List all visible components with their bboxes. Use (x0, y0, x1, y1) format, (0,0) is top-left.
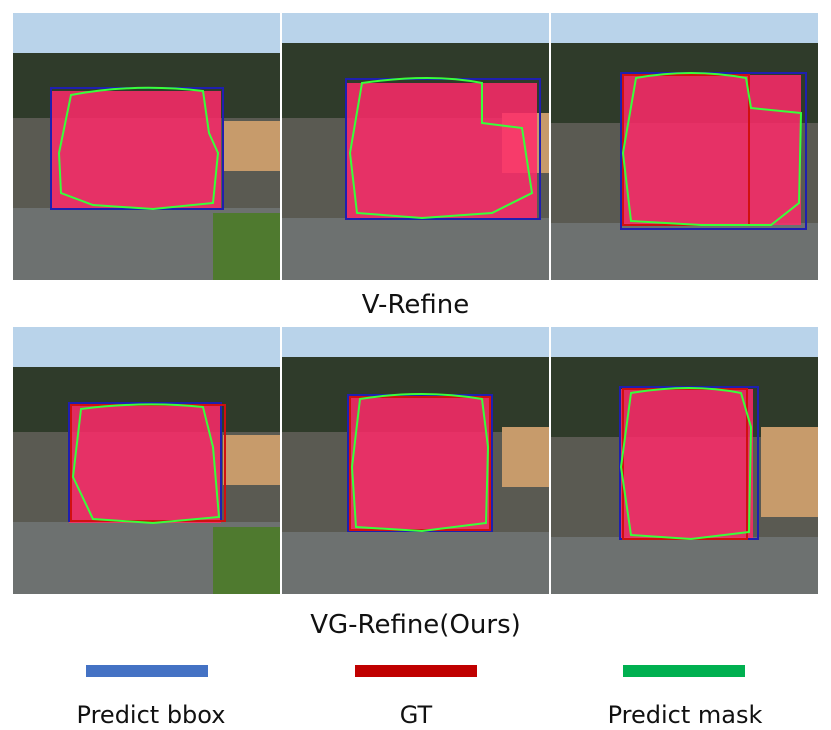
row2-panel-2 (282, 327, 549, 594)
row2-panel-3 (551, 327, 818, 594)
legend-label-gt: GT (399, 701, 433, 729)
row2-panel-1 (13, 327, 280, 594)
row1-panel-2 (282, 13, 549, 280)
legend-swatch-predict-mask (623, 665, 745, 677)
row1-panel-1 (13, 13, 280, 280)
row-caption-vg-refine: VG-Refine(Ours) (310, 610, 521, 640)
row-caption-v-refine: V-Refine (361, 290, 470, 320)
legend-label-predict-mask: Predict mask (607, 701, 763, 729)
legend-swatch-gt (355, 665, 477, 677)
row1-panel-3 (551, 13, 818, 280)
legend-swatch-predict-bbox (86, 665, 208, 677)
legend-label-predict-bbox: Predict bbox (76, 701, 226, 729)
